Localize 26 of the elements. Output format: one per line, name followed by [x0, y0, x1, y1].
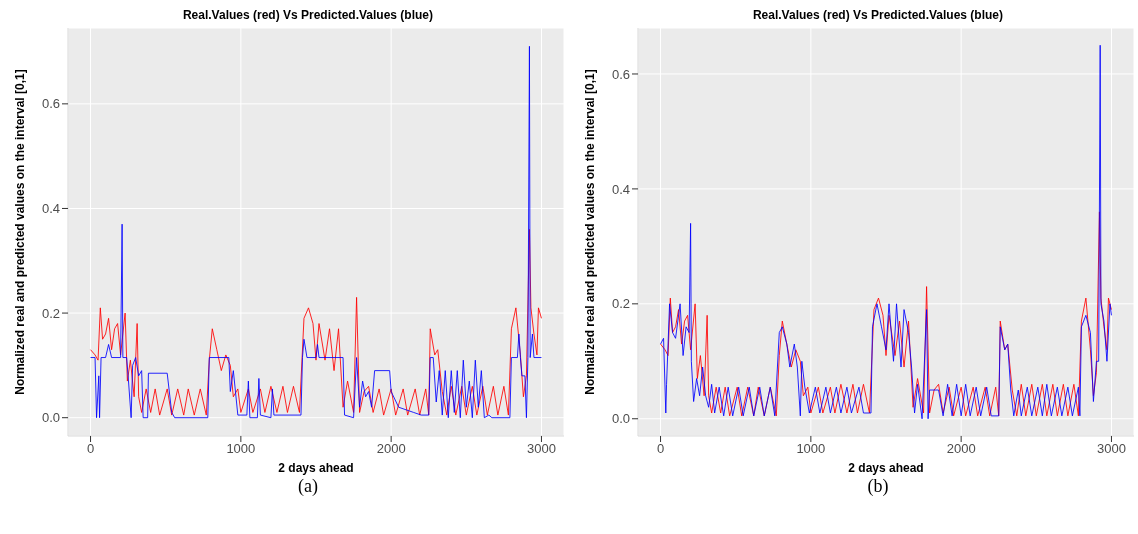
x-tick-label: 0 [86, 441, 95, 457]
y-tick-label: 0.6 [41, 96, 60, 112]
x-tick-label: 2000 [376, 441, 406, 457]
y-tick-label: 0.6 [611, 66, 630, 82]
x-tick-label: 1000 [796, 441, 826, 457]
chart-title: Real.Values (red) Vs Predicted.Values (blue) [181, 8, 435, 24]
text: (a) [297, 476, 319, 498]
line-series [660, 44, 1112, 420]
x-axis-title: 2 days ahead [848, 461, 924, 475]
y-tick-label: 0.0 [41, 410, 60, 426]
x-tick-label: 0 [656, 441, 665, 457]
y-tick-label: 0.4 [41, 201, 60, 217]
y-tick-label: 0.4 [611, 181, 630, 197]
text: (b) [866, 476, 890, 498]
x-tick-label: 2000 [946, 441, 976, 457]
y-tick-label: 0.0 [611, 411, 630, 427]
x-tick-label: 1000 [226, 441, 256, 457]
x-tick-label: 3000 [526, 441, 556, 457]
line-series [90, 45, 542, 419]
x-tick-label: 3000 [1096, 441, 1126, 457]
chart-title: Real.Values (red) Vs Predicted.Values (blue) [751, 8, 1005, 24]
y-axis-title: Normalized real and predicted values on the interval [0,1] [583, 69, 598, 395]
y-tick-label: 0.2 [41, 305, 60, 321]
y-tick-label: 0.2 [611, 296, 630, 312]
y-axis-title: Normalized real and predicted values on the interval [0,1] [13, 69, 28, 395]
x-axis-title: 2 days ahead [278, 461, 354, 475]
